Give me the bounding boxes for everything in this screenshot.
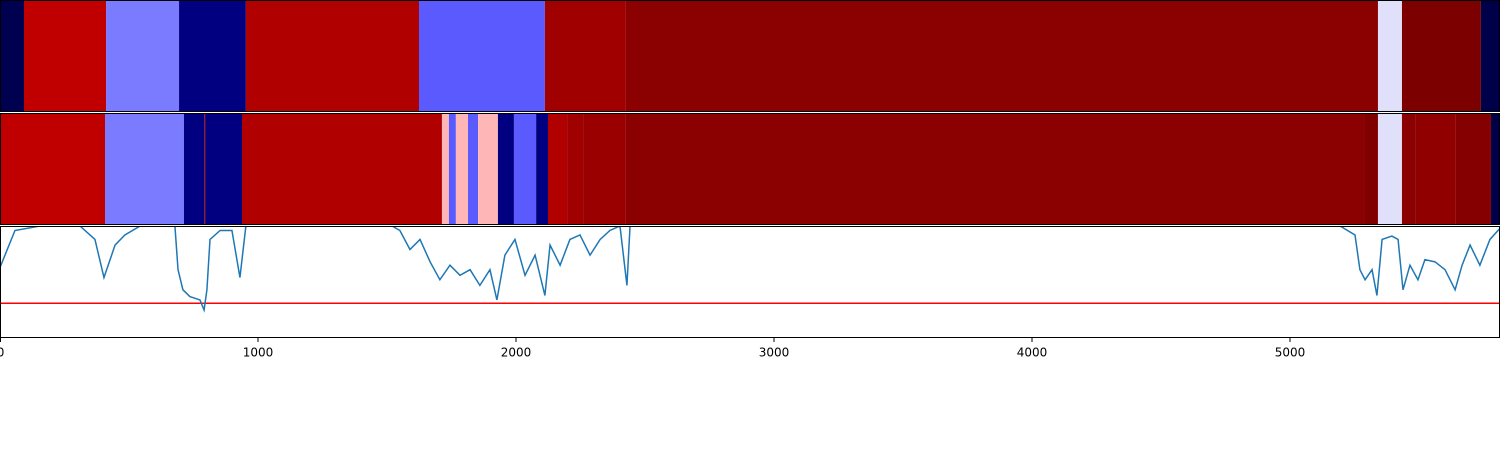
segment	[448, 113, 456, 225]
segment	[23, 0, 107, 112]
segment	[1364, 113, 1378, 225]
segment	[625, 113, 1365, 225]
segment	[478, 113, 498, 225]
segment	[547, 113, 568, 225]
segment	[1401, 0, 1481, 112]
x-tick-label: 5000	[1275, 346, 1306, 360]
segment	[513, 113, 537, 225]
segment	[455, 113, 469, 225]
segment	[106, 0, 180, 112]
segment	[242, 113, 442, 225]
segment	[544, 0, 626, 112]
x-tick-label: 4000	[1017, 346, 1048, 360]
segment	[1401, 113, 1416, 225]
segment	[1490, 113, 1500, 225]
segment	[497, 113, 514, 225]
segment	[0, 113, 106, 225]
x-tick-label: 0	[0, 346, 4, 360]
segment	[183, 113, 205, 225]
segment	[0, 0, 24, 112]
segment	[1415, 113, 1456, 225]
data-line	[0, 226, 1500, 313]
x-tick-label: 3000	[759, 346, 790, 360]
segment	[441, 113, 449, 225]
segment	[105, 113, 184, 225]
segment	[583, 113, 626, 225]
segment	[245, 0, 419, 112]
segment	[179, 0, 246, 112]
segment	[1480, 0, 1500, 112]
segment	[205, 113, 243, 225]
x-tick-label: 2000	[501, 346, 532, 360]
panel-frame	[0, 226, 1500, 338]
segment	[468, 113, 479, 225]
segment	[204, 113, 206, 225]
segment	[625, 0, 1378, 112]
segment	[1455, 113, 1491, 225]
segment	[567, 113, 584, 225]
segment	[536, 113, 548, 225]
x-tick-label: 1000	[243, 346, 274, 360]
segment	[418, 0, 545, 112]
segment	[1377, 113, 1402, 225]
segment	[1377, 0, 1402, 112]
